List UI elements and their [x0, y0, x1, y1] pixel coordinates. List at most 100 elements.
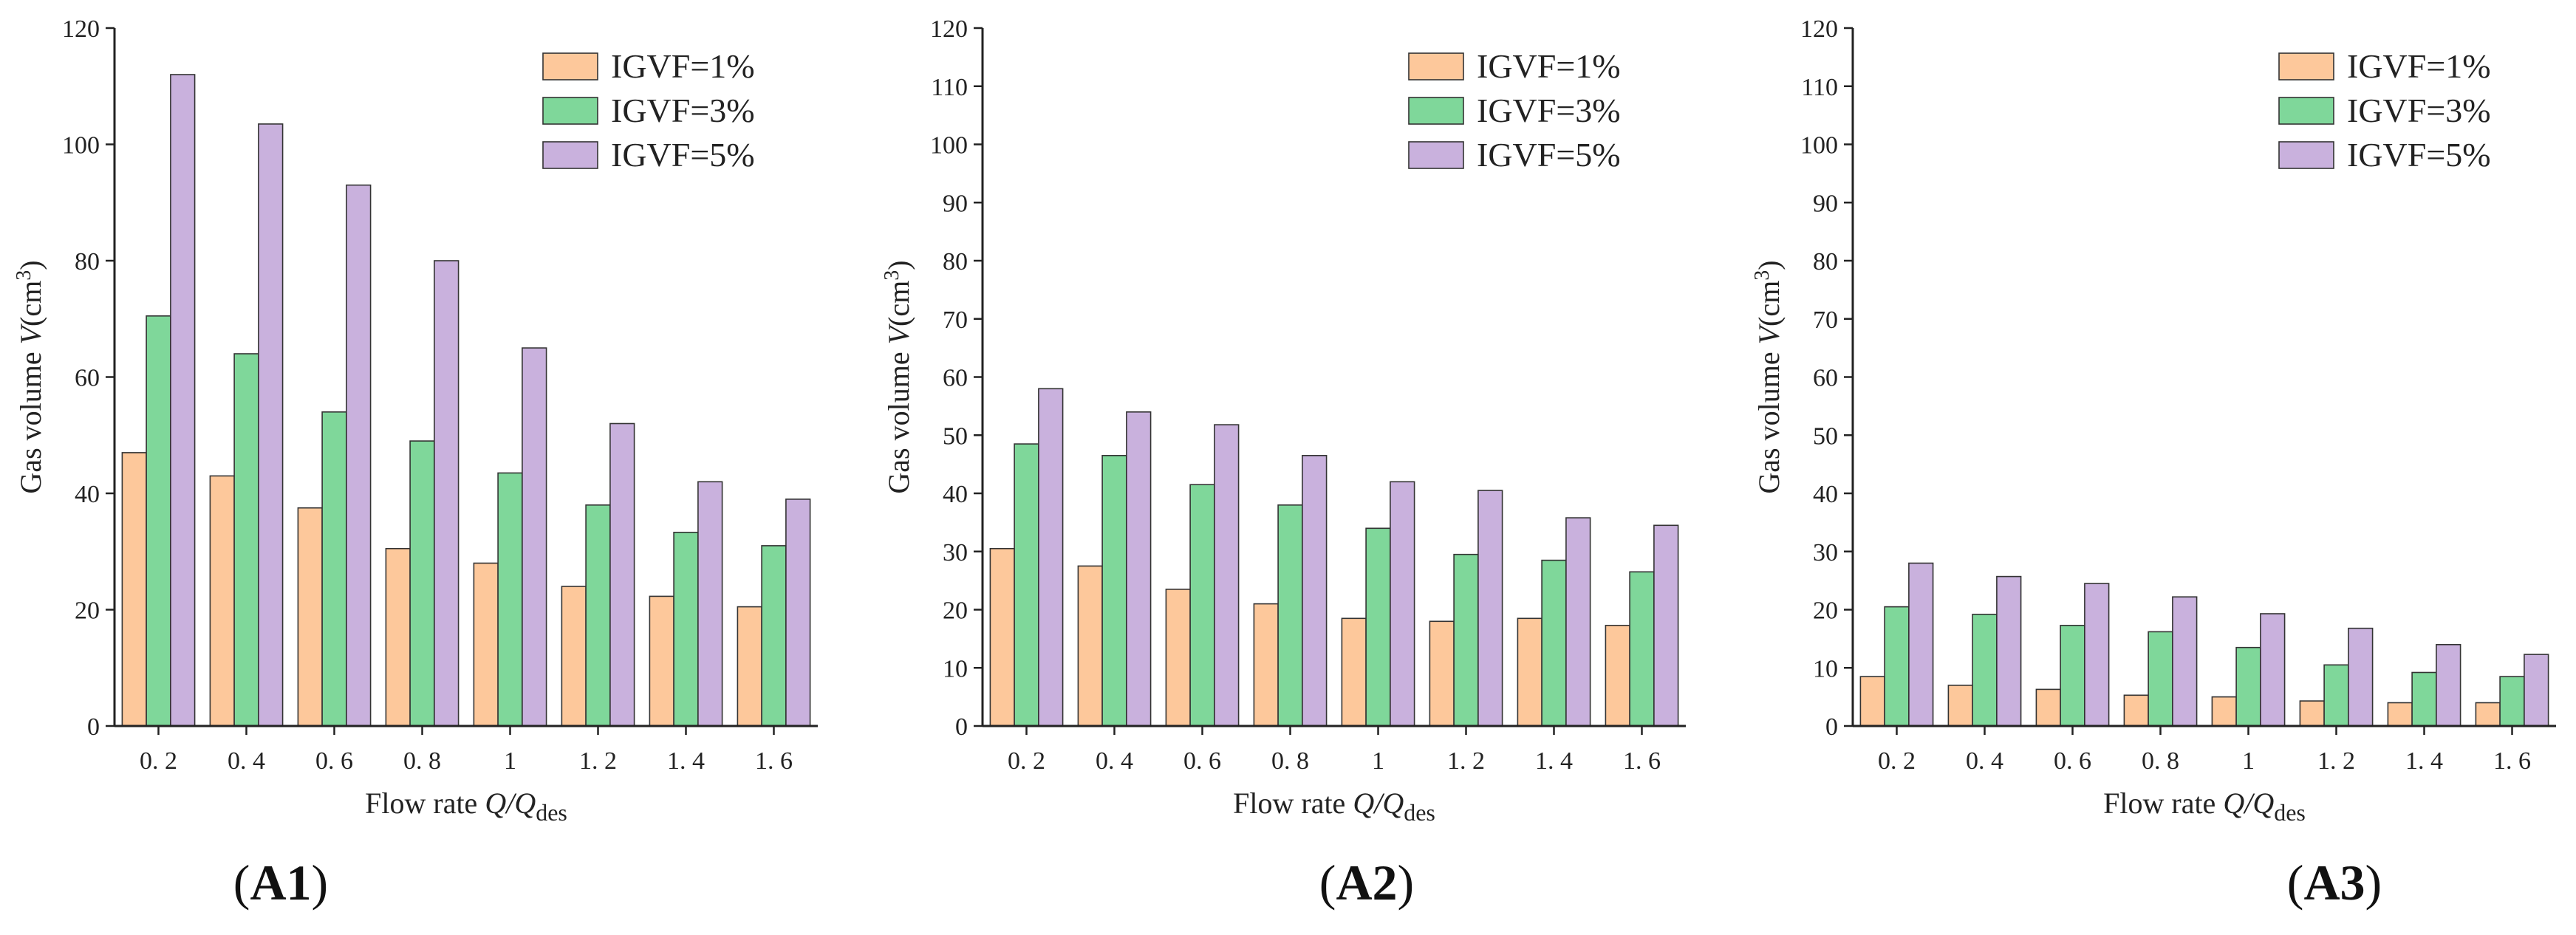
- bar: [409, 440, 435, 727]
- panel-caption: (A3): [2287, 854, 2382, 911]
- bar: [522, 347, 547, 727]
- bar: [1214, 424, 1240, 727]
- legend-swatch: [1408, 141, 1464, 169]
- y-tick-label: 120: [930, 16, 968, 43]
- legend-swatch: [2278, 52, 2334, 81]
- bar: [346, 184, 372, 727]
- y-tick-label: 80: [1813, 248, 1838, 275]
- y-tick-label: 30: [943, 539, 968, 566]
- x-tick-label: 1. 2: [2317, 747, 2355, 775]
- bar: [1126, 411, 1152, 727]
- y-tick-label: 110: [1801, 74, 1838, 101]
- bar: [1365, 527, 1391, 727]
- y-tick-label: 60: [75, 365, 100, 392]
- x-tick-label: 1. 2: [579, 747, 617, 775]
- bar: [385, 547, 411, 727]
- bar: [2524, 654, 2549, 727]
- bar: [673, 531, 699, 727]
- y-tick-label: 100: [1800, 132, 1838, 160]
- bar: [1629, 571, 1655, 727]
- x-tick-label: 0. 2: [1878, 747, 1916, 775]
- bar: [2387, 702, 2413, 727]
- y-tick-label: 0: [955, 713, 968, 741]
- x-tick-label: 1. 4: [2405, 747, 2443, 775]
- x-tick-label: 0. 6: [1183, 747, 1221, 775]
- legend-label: IGVF=5%: [1477, 136, 1621, 174]
- x-tick-label: 1: [504, 747, 516, 775]
- x-tick-label: 0. 6: [2054, 747, 2091, 775]
- legend-label: IGVF=5%: [2347, 136, 2491, 174]
- y-tick-label: 100: [930, 132, 968, 160]
- x-tick-label: 0. 8: [403, 747, 441, 775]
- bar: [170, 74, 196, 727]
- bar: [1996, 575, 2022, 727]
- legend-swatch: [542, 141, 598, 169]
- y-tick-label: 20: [1813, 597, 1838, 625]
- bar: [561, 586, 587, 727]
- y-tick-label: 20: [75, 597, 100, 625]
- x-tick-label: 0. 8: [1271, 747, 1309, 775]
- bar: [2260, 613, 2286, 727]
- bar: [1477, 490, 1503, 727]
- chart-a3: 0 10 20 30 40 50 60 70 80 90 100 110 120 0. 2 0. 4 0. 6…: [1751, 16, 2556, 911]
- bar: [609, 422, 635, 727]
- y-tick-label: 20: [943, 597, 968, 625]
- y-tick-label: 80: [75, 248, 100, 275]
- y-axis-title: Gas volume V(cm3): [881, 260, 915, 493]
- bar: [258, 123, 284, 727]
- x-tick-label: 1. 6: [2493, 747, 2531, 775]
- bar: [434, 260, 459, 727]
- x-tick-label: 1: [1372, 747, 1384, 775]
- bar: [121, 452, 147, 727]
- bar: [989, 547, 1015, 727]
- bar: [1101, 454, 1127, 727]
- y-tick-label: 50: [943, 422, 968, 450]
- y-tick-label: 90: [943, 190, 968, 217]
- x-tick-label: 0. 4: [228, 747, 265, 775]
- legend-swatch: [542, 52, 598, 81]
- y-tick-label: 90: [1813, 190, 1838, 217]
- bar: [2499, 676, 2525, 727]
- bar: [1038, 388, 1064, 727]
- y-tick-label: 40: [75, 481, 100, 508]
- legend-swatch: [1408, 97, 1464, 125]
- legend-swatch: [2278, 141, 2334, 169]
- bar: [1908, 562, 1934, 727]
- legend-label: IGVF=5%: [611, 136, 755, 174]
- bar: [209, 475, 235, 727]
- bar: [1429, 620, 1455, 727]
- bar: [1972, 613, 1998, 727]
- y-tick-label: 50: [1813, 422, 1838, 450]
- bar: [1014, 443, 1039, 727]
- x-tick-label: 0. 4: [1096, 747, 1133, 775]
- x-tick-label: 0. 8: [2142, 747, 2179, 775]
- y-tick-label: 60: [1813, 365, 1838, 392]
- y-tick-label: 0: [87, 713, 100, 741]
- legend-label: IGVF=1%: [611, 47, 755, 85]
- chart-a1: 0 20 40 60 80 100 120 0. 2 0. 4 0. 6 0. 8 1 1. 2 1. 4…: [13, 16, 818, 911]
- bar: [737, 606, 762, 727]
- bar: [2035, 688, 2061, 727]
- x-tick-label: 1. 2: [1447, 747, 1485, 775]
- x-tick-label: 0. 6: [315, 747, 353, 775]
- bar: [761, 545, 787, 727]
- bar: [1077, 565, 1103, 727]
- bar: [1859, 676, 1885, 727]
- x-axis-title: Flow rate Q/Qdes: [365, 787, 567, 826]
- y-axis-title: Gas volume V(cm3): [1751, 260, 1786, 493]
- bar: [2084, 583, 2110, 727]
- bar: [2060, 624, 2085, 727]
- bar: [1453, 553, 1479, 727]
- x-tick-label: 1. 6: [1623, 747, 1661, 775]
- legend-swatch: [1408, 52, 1464, 81]
- bar: [146, 315, 171, 727]
- bar: [2323, 664, 2349, 727]
- y-tick-label: 110: [931, 74, 968, 101]
- y-tick-label: 0: [1825, 713, 1838, 741]
- bar: [1947, 685, 1973, 727]
- bar: [321, 411, 347, 727]
- bar: [785, 499, 811, 727]
- bar: [2235, 646, 2261, 727]
- y-tick-label: 70: [1813, 306, 1838, 334]
